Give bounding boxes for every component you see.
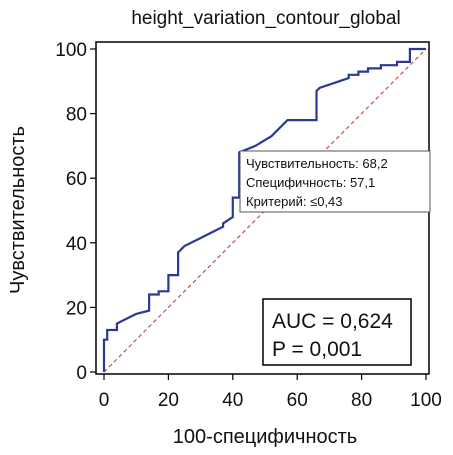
tooltip-sensitivity: Чувствительность: 68,2 — [246, 156, 388, 171]
auc-box-frame — [262, 298, 412, 366]
roc-curve — [102, 47, 426, 372]
x-axis-ticks: 0 20 40 60 80 100 — [99, 374, 442, 411]
tooltip-box — [239, 150, 431, 213]
y-tick-label: 100 — [55, 40, 87, 61]
y-tick-label: 0 — [76, 363, 87, 384]
x-axis-label: 100-специфичность — [173, 426, 357, 448]
auc-value: AUC = 0,624 — [272, 310, 393, 333]
x-tick-label: 80 — [351, 390, 372, 411]
y-axis-label: Чувствительность — [7, 126, 29, 294]
x-tick-label: 20 — [158, 390, 179, 411]
y-tick-label: 20 — [66, 298, 87, 319]
auc-box: AUC = 0,624 P = 0,001 — [262, 298, 412, 366]
tooltip-criterion: Критерий: ≤0,43 — [246, 194, 343, 209]
y-tick-label: 40 — [66, 234, 87, 255]
tooltip-specificity: Специфичность: 57,1 — [246, 175, 375, 190]
reference-diagonal-line — [103, 48, 427, 373]
criterion-tooltip: Чувствительность: 68,2 Специфичность: 57… — [239, 150, 431, 213]
y-tick-label: 80 — [66, 105, 87, 126]
chart-title: height_variation_contour_global — [131, 8, 400, 29]
x-tick-label: 60 — [287, 390, 308, 411]
p-value: P = 0,001 — [272, 338, 362, 361]
x-tick-label: 40 — [222, 390, 243, 411]
y-tick-label: 60 — [66, 169, 87, 190]
x-tick-label: 100 — [410, 390, 442, 411]
x-tick-label: 0 — [99, 390, 110, 411]
y-axis-ticks: 0 20 40 60 80 100 — [55, 40, 96, 384]
